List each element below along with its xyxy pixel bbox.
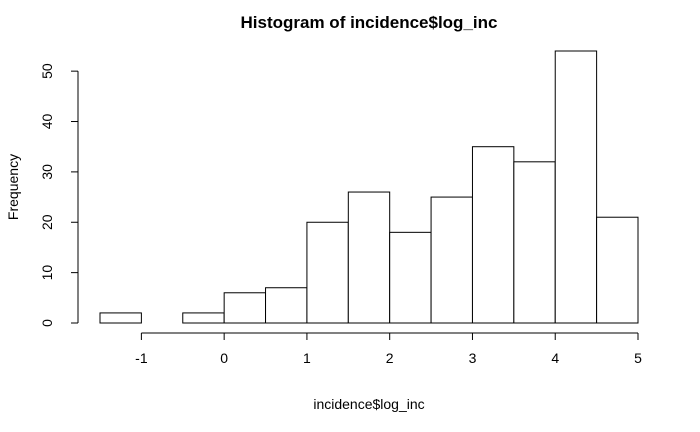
chart-title: Histogram of incidence$log_inc bbox=[241, 13, 498, 32]
histogram-bar bbox=[554, 50, 598, 324]
histogram-bar bbox=[389, 231, 432, 324]
histogram-bar bbox=[347, 191, 391, 324]
y-tick-label: 30 bbox=[39, 164, 55, 180]
histogram-bar bbox=[265, 287, 308, 324]
y-tick-label: 40 bbox=[39, 114, 55, 130]
bars-group bbox=[99, 50, 639, 324]
histogram-bar bbox=[430, 196, 473, 324]
histogram-bar bbox=[99, 312, 142, 324]
y-tick-label: 10 bbox=[39, 265, 55, 281]
x-axis: -1 0 1 2 3 4 5 bbox=[135, 332, 642, 366]
y-tick-label: 50 bbox=[39, 63, 55, 79]
x-axis-label: incidence$log_inc bbox=[313, 396, 424, 412]
y-tick-label: 0 bbox=[39, 319, 55, 327]
y-tick-label: 20 bbox=[39, 214, 55, 230]
y-axis-label: Frequency bbox=[5, 154, 21, 220]
x-tick-label: 5 bbox=[634, 350, 642, 366]
x-tick-label: 4 bbox=[551, 350, 559, 366]
histogram-bar bbox=[223, 292, 267, 324]
x-tick-label: 1 bbox=[303, 350, 311, 366]
histogram-bar bbox=[182, 312, 225, 324]
x-tick-label: 2 bbox=[386, 350, 394, 366]
histogram-bar bbox=[471, 146, 515, 324]
histogram-bar bbox=[513, 161, 556, 324]
histogram-bar bbox=[596, 216, 639, 324]
x-tick-label: 3 bbox=[469, 350, 477, 366]
y-axis: 0 10 20 30 40 50 bbox=[39, 63, 79, 327]
x-tick-label: 0 bbox=[220, 350, 228, 366]
x-tick-label: -1 bbox=[135, 350, 148, 366]
histogram-bar bbox=[306, 221, 349, 324]
